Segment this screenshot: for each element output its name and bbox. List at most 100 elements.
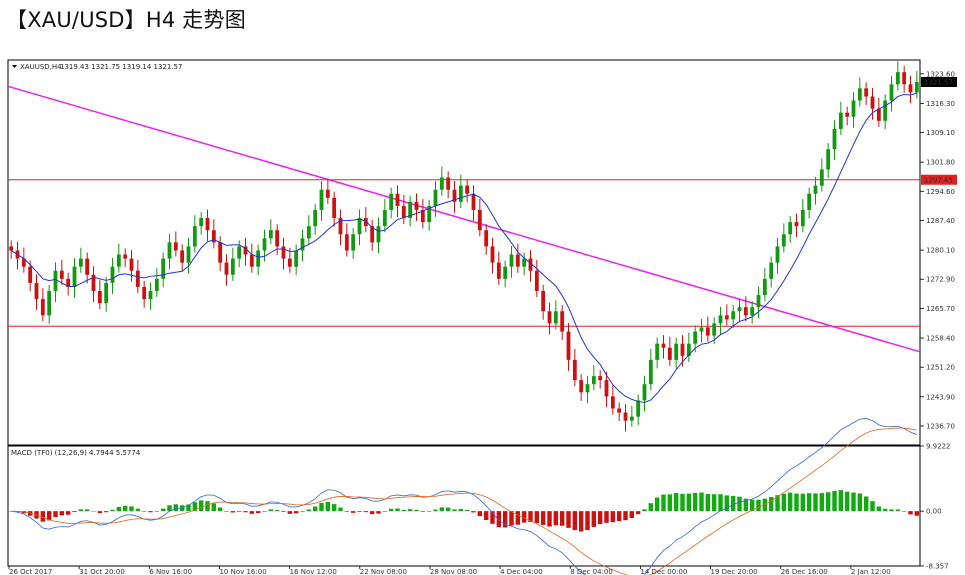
macd-histogram-bar xyxy=(72,511,77,513)
macd-histogram-bar xyxy=(338,507,343,512)
candle-body xyxy=(591,376,596,385)
macd-histogram-bar xyxy=(458,509,464,512)
candle-body xyxy=(34,282,39,300)
time-tick-label: 28 Nov 08:00 xyxy=(430,568,477,575)
macd-histogram-bar xyxy=(844,491,850,512)
macd-histogram-bar xyxy=(483,511,489,521)
macd-histogram-bar xyxy=(566,511,571,528)
candle-body xyxy=(148,291,153,300)
candle-body xyxy=(705,327,710,336)
candle-body xyxy=(205,218,210,231)
candle-body xyxy=(693,331,698,344)
candle-body xyxy=(484,230,489,247)
macd-histogram-bar xyxy=(863,496,869,512)
macd-histogram-bar xyxy=(908,511,913,515)
candle-body xyxy=(363,218,368,227)
macd-histogram-bar xyxy=(534,511,540,523)
candle-body xyxy=(294,250,299,267)
macd-histogram-bar xyxy=(825,492,831,512)
macd-histogram-bar xyxy=(768,497,774,512)
macd-histogram-bar xyxy=(889,509,894,512)
price-tick-label: 1294.60 xyxy=(926,188,955,196)
macd-histogram-bar xyxy=(186,504,191,512)
price-tick-label: 1323.60 xyxy=(926,70,955,78)
candle-body xyxy=(370,226,375,243)
macd-histogram-bar xyxy=(496,511,502,528)
candle-body xyxy=(560,311,565,332)
macd-histogram-bar xyxy=(471,511,476,513)
symbol-label: XAUUSD,H4 xyxy=(20,63,62,71)
candle-body xyxy=(515,254,520,267)
macd-histogram-bar xyxy=(572,511,578,531)
macd-histogram-bar xyxy=(870,501,875,512)
macd-plot-frame xyxy=(7,445,921,567)
candle-body xyxy=(427,205,432,223)
price-tick-label: 1265.70 xyxy=(926,305,955,313)
candle-body xyxy=(180,250,185,263)
macd-histogram-bar xyxy=(775,495,780,512)
macd-histogram-bar xyxy=(509,511,514,526)
candle-body xyxy=(648,359,653,385)
macd-histogram-bar xyxy=(91,510,96,512)
macd-histogram-bar xyxy=(661,494,666,512)
macd-histogram-bar xyxy=(122,505,128,512)
macd-histogram-bar xyxy=(490,511,495,524)
price-tick-label: 1251.20 xyxy=(926,364,955,372)
candle-body xyxy=(819,169,824,186)
candle-body xyxy=(344,234,349,251)
time-tick-label: 14 Dec 00:00 xyxy=(640,568,687,575)
candle-body xyxy=(300,238,305,251)
macd-histogram-bar xyxy=(692,492,698,512)
time-tick-label: 19 Dec 20:00 xyxy=(711,568,758,575)
time-tick-label: 26 Oct 2017 xyxy=(9,568,52,575)
candle-body xyxy=(623,412,628,421)
macd-histogram-bar xyxy=(654,497,660,512)
macd-histogram-bar xyxy=(743,498,749,512)
macd-histogram-bar xyxy=(319,502,324,512)
current-price-label: 1321.57 xyxy=(924,79,953,87)
symbol-dropdown-icon xyxy=(12,65,17,68)
macd-histogram-bar xyxy=(762,498,768,512)
macd-histogram-bar xyxy=(217,507,223,512)
macd-histogram-bar xyxy=(192,502,198,512)
macd-histogram-bar xyxy=(426,511,432,512)
candle-body xyxy=(268,230,273,239)
candle-body xyxy=(610,396,615,409)
candle-body xyxy=(306,226,311,239)
macd-tick-label: -8.357 xyxy=(926,563,949,571)
candle-body xyxy=(275,230,280,247)
macd-histogram-bar xyxy=(198,500,204,512)
candle-body xyxy=(629,416,634,421)
candle-body xyxy=(781,234,786,247)
macd-histogram-bar xyxy=(97,511,103,514)
candle-body xyxy=(262,238,267,251)
macd-histogram-bar xyxy=(832,491,837,512)
candle-body xyxy=(243,246,248,255)
macd-histogram-bar xyxy=(388,508,394,512)
macd-histogram-bar xyxy=(141,511,147,512)
macd-histogram-bar xyxy=(629,511,635,519)
macd-histogram-bar xyxy=(325,501,331,512)
macd-histogram-bar xyxy=(591,511,597,527)
macd-histogram-bar xyxy=(477,511,483,517)
candle-body xyxy=(376,226,381,243)
candle-body xyxy=(490,246,495,263)
macd-histogram-bar xyxy=(395,508,400,512)
macd-signal-line xyxy=(11,427,917,575)
macd-histogram-bar xyxy=(610,511,616,523)
time-tick-label: 6 Nov 16:00 xyxy=(149,568,192,575)
main-plot-frame xyxy=(7,59,921,446)
candle-body xyxy=(230,258,235,275)
macd-histogram-bar xyxy=(312,506,318,512)
candle-body xyxy=(718,315,723,324)
candle-body xyxy=(9,246,14,251)
time-tick-label: 26 Dec 16:00 xyxy=(781,568,828,575)
macd-histogram-bar xyxy=(642,509,647,512)
candle-body xyxy=(47,291,52,316)
macd-histogram-bar xyxy=(407,509,413,512)
macd-histogram-bar xyxy=(173,504,179,512)
macd-histogram-bar xyxy=(452,509,457,512)
macd-histogram-bar xyxy=(46,511,52,521)
candle-body xyxy=(876,108,881,121)
